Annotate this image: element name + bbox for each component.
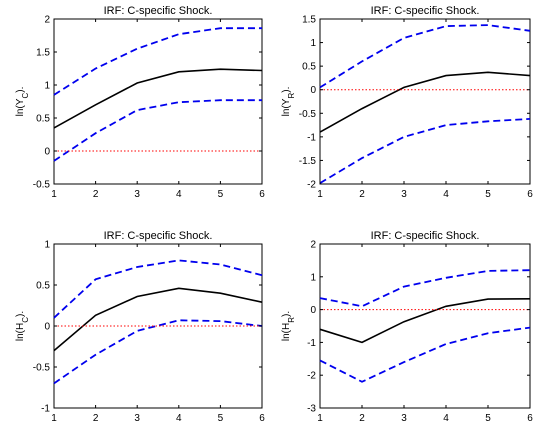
series-line-lower [53, 319, 263, 385]
series-line-median [53, 68, 263, 129]
plot-frame [53, 18, 263, 185]
x-tick-label: 6 [259, 413, 265, 422]
y-tick-label: -0.5 [33, 363, 51, 374]
y-axis-label: ln(YR). [281, 87, 296, 117]
y-tick-label: -1 [41, 404, 50, 415]
y-axis-label: ln(HC). [15, 311, 30, 341]
y-tick-label: 2 [310, 240, 316, 251]
y-tick-label: 1 [44, 240, 50, 251]
chart-panel-3: 1 2 3 4 5 6 -1 -0.5 0 0.5 1 IRF: C-specific Shock. l… [15, 230, 265, 422]
y-tick-label: 0 [44, 147, 50, 158]
y-tick-label: 0 [44, 322, 50, 333]
y-axis-label: ln(YC). [15, 87, 30, 117]
y-tick-label: -0.5 [299, 109, 317, 120]
x-tick-label: 3 [401, 413, 407, 422]
y-tick-label: 2 [44, 15, 50, 26]
x-tick-label: 2 [359, 189, 365, 200]
y-tick-label: 1.5 [36, 48, 50, 59]
y-tick-label: 1 [44, 81, 50, 92]
chart-panel-2: 1 2 3 4 5 6 -2 -1.5 -1 -0.5 0 0.5 1 1.5 IRF: C-specifi… [281, 5, 533, 200]
x-tick-label: 2 [93, 413, 99, 422]
series-line-upper [53, 259, 263, 319]
chart-panel-4: 1 2 3 4 5 6 -3 -2 -1 0 1 2 IRF: C-specific Shock. ln(… [281, 230, 533, 422]
x-tick-label: 6 [527, 189, 533, 200]
chart-title: IRF: C-specific Shock. [104, 5, 213, 17]
plot-frame [53, 243, 263, 409]
plot-frame [319, 18, 531, 185]
x-tick-label: 5 [485, 189, 491, 200]
x-tick-label: 3 [134, 413, 140, 422]
y-tick-label: 0.5 [302, 62, 316, 73]
series-line-upper [53, 27, 262, 96]
y-tick-label: 0 [310, 305, 316, 316]
x-tick-label: 4 [176, 189, 182, 200]
chart-title: IRF: C-specific Shock. [104, 230, 213, 242]
series-line-median [319, 71, 531, 133]
x-tick-label: 1 [317, 189, 323, 200]
y-tick-label: -0.5 [33, 180, 51, 191]
x-tick-label: 4 [443, 189, 449, 200]
x-tick-label: 3 [401, 189, 407, 200]
y-tick-label: -1 [307, 338, 316, 349]
x-tick-label: 6 [259, 189, 265, 200]
chart-panel-1: 1 2 3 4 5 6 -0.5 0 0.5 1 1.5 2 IRF: C-specific Shock… [15, 5, 265, 200]
y-tick-label: -1 [307, 132, 316, 143]
x-tick-label: 3 [134, 189, 140, 200]
x-tick-label: 1 [317, 413, 323, 422]
series-line-lower [319, 326, 531, 383]
x-tick-label: 1 [51, 189, 57, 200]
y-tick-label: -2 [307, 180, 316, 191]
x-tick-label: 4 [176, 413, 182, 422]
y-tick-label: 1.5 [302, 15, 316, 26]
x-tick-label: 2 [359, 413, 365, 422]
y-tick-label: 0 [310, 85, 316, 96]
x-tick-label: 1 [51, 413, 57, 422]
series-line-upper [319, 24, 531, 89]
chart-title: IRF: C-specific Shock. [371, 5, 480, 17]
y-tick-label: 1 [310, 38, 316, 49]
y-tick-label: 0.5 [36, 114, 50, 125]
series-line-median [319, 298, 531, 344]
series-line-lower [319, 118, 531, 184]
chart-title: IRF: C-specific Shock. [371, 230, 480, 242]
x-tick-label: 4 [443, 413, 449, 422]
x-tick-label: 6 [527, 413, 533, 422]
x-tick-label: 5 [218, 189, 224, 200]
x-tick-label: 5 [485, 413, 491, 422]
y-axis-label: ln(HR). [281, 311, 296, 341]
series-line-upper [319, 269, 531, 308]
y-tick-label: -2 [307, 371, 316, 382]
y-tick-label: -3 [307, 404, 316, 415]
y-tick-label: 1 [310, 272, 316, 283]
plot-frame [319, 243, 531, 409]
x-tick-label: 2 [93, 189, 99, 200]
y-tick-label: 0.5 [36, 281, 50, 292]
series-line-lower [53, 99, 262, 162]
series-line-median [53, 287, 263, 352]
x-tick-label: 5 [218, 413, 224, 422]
y-tick-label: -1.5 [299, 156, 317, 167]
